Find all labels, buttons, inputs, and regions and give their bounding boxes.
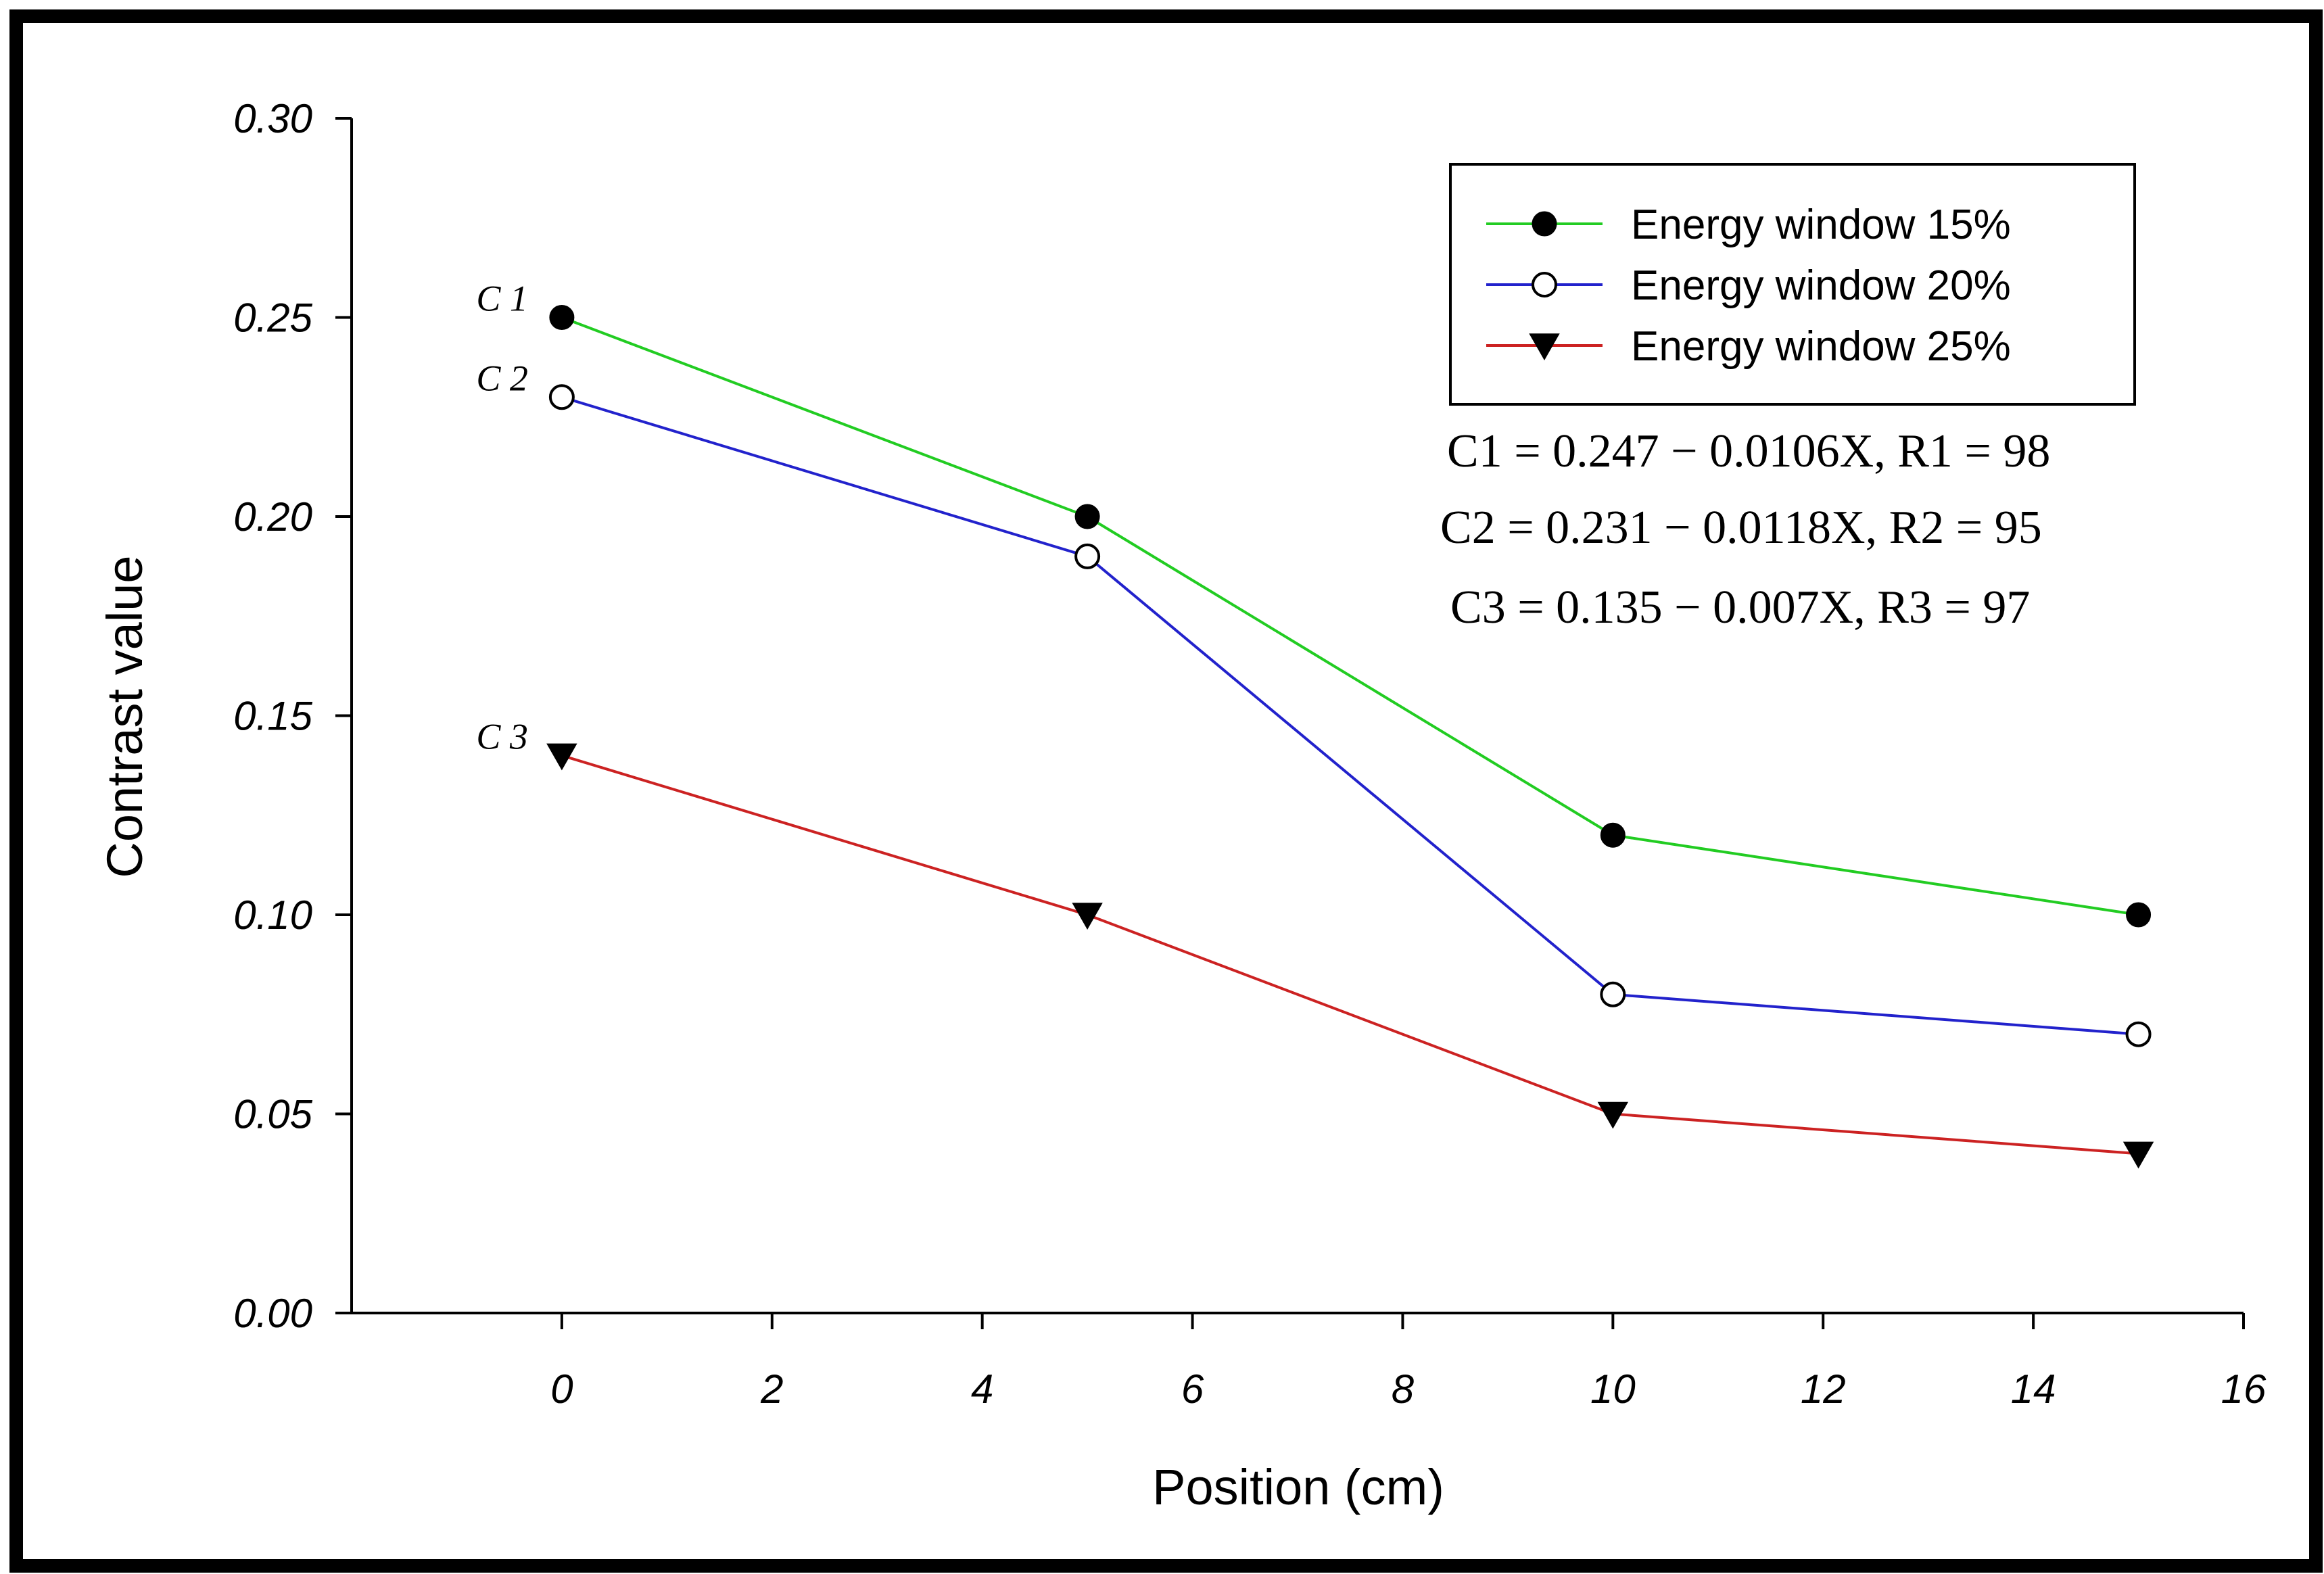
legend-label: Energy window 15% [1631,201,2011,248]
data-markers [546,305,2154,1169]
regression-equation: C2 = 0.231 − 0.0118X, R2 = 95 [1440,502,2042,554]
data-point [1074,504,1100,529]
series-lines [561,316,2139,1155]
x-tick-label: 0 [550,1366,573,1412]
data-point [2126,902,2152,928]
y-tick-label: 0.15 [233,694,312,739]
legend: Energy window 15% Energy window 20% Energy… [1449,163,2136,406]
data-point [1072,903,1103,930]
y-tick-label: 0.10 [233,892,312,938]
regression-equation: C1 = 0.247 − 0.0106X, R1 = 98 [1447,425,2050,477]
y-tick-label: 0.30 [233,96,312,141]
y-tick-label: 0.00 [233,1291,312,1336]
legend-marker [1532,272,1557,297]
legend-label: Energy window 25% [1631,323,2011,370]
curve-label-1: C 1 [476,279,528,319]
legend-marker [1532,211,1557,237]
data-point [549,305,575,330]
series-line-3 [561,754,2139,1155]
data-point [1597,1101,1629,1129]
y-tick-label: 0.05 [233,1092,312,1137]
curve-label-2: C 2 [476,358,528,398]
data-point [2125,1021,2152,1047]
y-axis-title: Contrast value [97,555,153,878]
x-tick-label: 4 [971,1366,993,1412]
x-tick-label: 10 [1590,1366,1636,1412]
legend-marker [1529,333,1560,360]
legend-label: Energy window 20% [1631,262,2011,309]
series-line-1 [561,316,2139,916]
x-axis-title: Position (cm) [1152,1459,1444,1515]
data-point [546,743,577,771]
x-tick-label: 14 [2011,1366,2056,1412]
regression-equation: C3 = 0.135 − 0.007X, R3 = 97 [1450,581,2030,634]
data-point [548,384,575,410]
regression-equations: C1 = 0.247 − 0.0106X, R1 = 98 C2 = 0.231 … [1440,425,2050,634]
x-tick-label: 6 [1181,1366,1204,1412]
x-tick-label: 2 [760,1366,783,1412]
curve-labels: C 1 C 2 C 3 [476,279,528,757]
curve-label-3: C 3 [476,716,528,757]
data-point [2123,1141,2154,1169]
x-tick-label: 12 [1801,1366,1846,1412]
data-point [1600,822,1626,848]
data-point [1074,543,1101,569]
data-point [1600,981,1626,1007]
y-tick-label: 0.20 [233,494,312,540]
x-tick-label: 16 [2221,1366,2267,1412]
x-tick-label: 8 [1392,1366,1415,1412]
axis-ticks: 0.00 0.05 0.10 0.15 0.20 0.25 0.30 0 2 4 6 8 10 12 14 1… [233,96,2267,1412]
series-line-2 [561,396,2139,1036]
y-tick-label: 0.25 [233,295,312,341]
